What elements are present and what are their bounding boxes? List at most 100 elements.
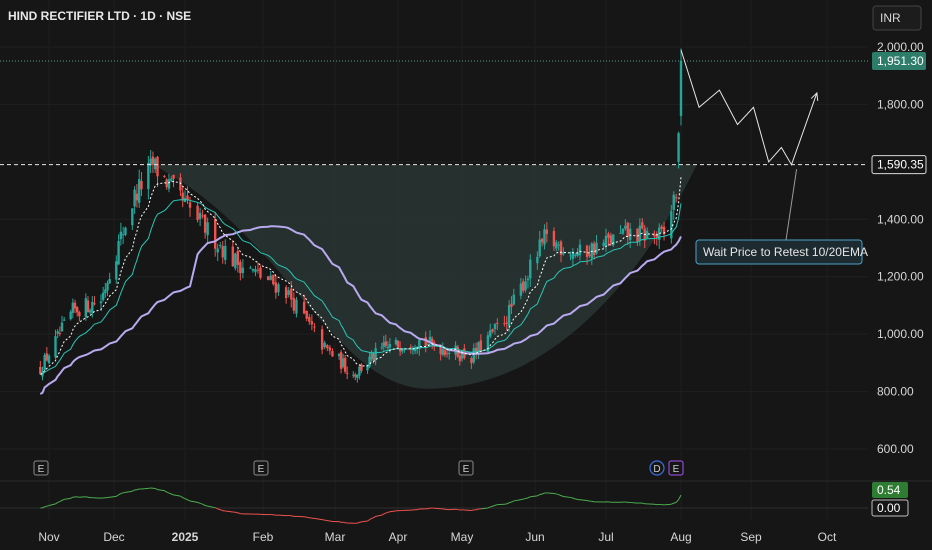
osc-segment (675, 499, 679, 503)
currency-button[interactable]: INR (872, 5, 922, 31)
candle-up (352, 374, 355, 376)
price-axis[interactable]: 600.00 800.00 1,000.00 1,200.00 1,400.00 1,80… (871, 40, 927, 517)
osc-segment (381, 513, 385, 516)
candle-up (602, 242, 605, 247)
osc-segment (586, 500, 590, 502)
time-axis[interactable]: Nov Dec 2025 Feb Mar Apr May Jun Jul Aug Sep Oct (38, 530, 837, 544)
osc-segment (220, 509, 223, 512)
osc-segment (383, 512, 386, 515)
candle-up (287, 290, 290, 295)
osc-segment (171, 493, 174, 496)
osc-segment (511, 500, 515, 503)
osc-segment (541, 492, 545, 495)
osc-segment (197, 501, 201, 504)
candle-up (295, 299, 298, 314)
candle-up (448, 352, 451, 354)
moving-averages (39, 176, 682, 395)
y-tick-label: 1,200.00 (877, 270, 924, 284)
event-marker-label: E (258, 464, 265, 475)
candle-down (409, 347, 412, 349)
projection-line (680, 49, 818, 166)
x-tick-label: Mar (325, 530, 346, 544)
x-tick-label: Apr (389, 530, 408, 544)
candle-down (474, 347, 478, 354)
candle-down (540, 238, 544, 243)
candle-down (274, 282, 278, 293)
candle-down (491, 329, 494, 332)
candle-down (328, 347, 332, 351)
osc-segment (214, 507, 218, 510)
candle-up (170, 178, 173, 181)
osc-segment (375, 514, 382, 517)
osc-segment (475, 508, 479, 511)
osc-segment (64, 497, 71, 500)
x-tick-label: May (451, 530, 474, 544)
candle-down (592, 243, 596, 255)
osc-segment (314, 517, 323, 521)
ema-10-line (40, 176, 682, 375)
candle-up (71, 302, 75, 313)
osc-segment (202, 503, 206, 506)
osc-segment (480, 507, 488, 510)
candle-up (621, 228, 625, 234)
osc-segment (434, 507, 441, 510)
osc-segment (225, 510, 233, 513)
x-tick-label: Oct (818, 530, 837, 544)
candle-up (154, 158, 157, 170)
x-tick-label: Nov (38, 530, 59, 544)
candle-down (653, 234, 656, 237)
candle-down (221, 246, 224, 258)
candle-up (198, 212, 202, 220)
osc-segment (125, 490, 133, 493)
candles (39, 48, 683, 383)
candle-up (380, 347, 383, 349)
osc-segment (61, 498, 65, 501)
candle-down (626, 222, 629, 237)
candle-up (555, 242, 558, 249)
osc-segment (494, 504, 498, 506)
candle-up (249, 267, 252, 269)
candle-down (236, 251, 240, 265)
candle-up (460, 350, 464, 359)
osc-segment (427, 507, 431, 510)
osc-segment (371, 517, 374, 519)
candle-down (259, 267, 262, 278)
osc-segment (187, 499, 191, 502)
candle-up (337, 353, 341, 357)
osc-segment (558, 494, 562, 497)
earnings-marker (33, 460, 49, 476)
x-tick-label: 2025 (172, 530, 199, 544)
osc-segment (560, 495, 564, 497)
candle-up (56, 331, 59, 334)
candle-down (674, 197, 678, 199)
candle-down (73, 302, 77, 309)
candle-up (595, 242, 598, 254)
osc-segment (184, 498, 188, 501)
candle-up (88, 310, 92, 313)
earnings-marker (458, 460, 474, 476)
candle-up (628, 228, 632, 240)
candle-down (559, 241, 563, 256)
osc-segment (523, 497, 526, 500)
candle-down (636, 228, 639, 242)
candle-up (536, 256, 539, 264)
candle-up (576, 252, 579, 256)
event-marker-label: E (463, 464, 470, 475)
osc-segment (46, 505, 50, 507)
osc-segment (166, 491, 170, 494)
candle-up (115, 261, 118, 280)
osc-segment (57, 501, 61, 503)
osc-segment (556, 493, 559, 496)
candle-down (256, 269, 260, 271)
candle-up (137, 179, 141, 203)
annotation-text: Wait Price to Retest 10/20EMA (703, 245, 868, 259)
candle-up (428, 336, 432, 343)
osc-segment (164, 490, 167, 493)
candle-up (368, 356, 371, 367)
candle-down (78, 311, 81, 317)
candle-down (522, 281, 525, 291)
candle-down (354, 374, 357, 377)
candle-up (47, 355, 51, 363)
